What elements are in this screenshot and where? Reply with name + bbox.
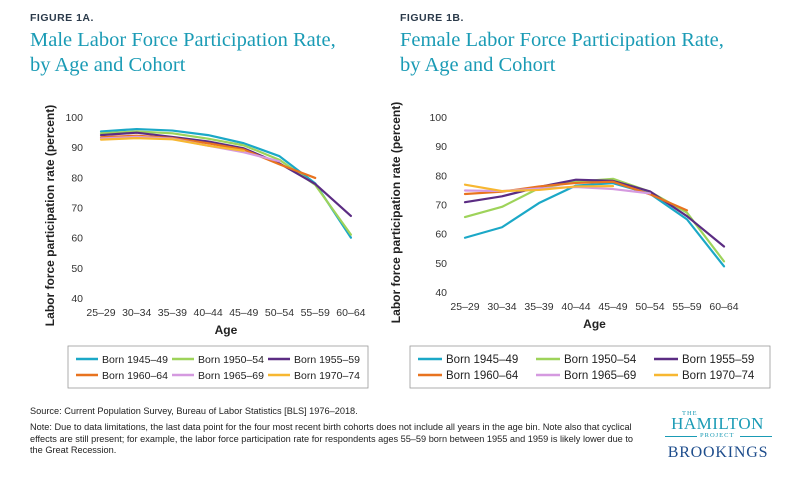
hamilton-logo-rule-right: [740, 436, 772, 437]
source-note: Source: Current Population Survey, Burea…: [30, 406, 358, 416]
y-tick-label: 70: [435, 200, 447, 212]
legend-label: Born 1965–69: [198, 370, 264, 382]
x-tick-label: 35–39: [524, 301, 553, 313]
x-tick-label: 40–44: [193, 307, 222, 319]
y-tick-label: 90: [71, 142, 83, 154]
figure-b-title-line1: Female Labor Force Participation Rate,: [400, 29, 724, 51]
y-axis-title: Labor force participation rate (percent): [389, 102, 403, 323]
series-line-born-1945-49: [99, 127, 352, 239]
x-tick-label: 60–64: [709, 301, 738, 313]
hamilton-logo-wordmark: HAMILTON: [671, 414, 764, 433]
y-tick-label: 100: [429, 112, 447, 124]
y-tick-label: 40: [435, 287, 447, 299]
legend-label: Born 1960–64: [102, 370, 168, 382]
figure-a-title: Male Labor Force Participation Rate, by …: [30, 28, 410, 78]
y-tick-label: 80: [435, 170, 447, 182]
figure-a-title-line2: by Age and Cohort: [30, 54, 186, 76]
legend-box: [409, 345, 771, 389]
hamilton-logo-rule-left: [665, 436, 697, 437]
x-axis-title: Age: [583, 317, 606, 331]
y-tick-label: 50: [71, 263, 83, 275]
series-line-born-1955-59: [463, 178, 726, 248]
legend-label: Born 1970–74: [294, 370, 360, 382]
series-line-born-1960-64: [99, 134, 317, 180]
figure-b-label: FIGURE 1B.: [400, 12, 464, 24]
legend-label: Born 1960–64: [446, 370, 519, 382]
figure-b-title: Female Labor Force Participation Rate, b…: [400, 28, 780, 78]
y-tick-label: 60: [71, 233, 83, 245]
figure-a-title-line1: Male Labor Force Participation Rate,: [30, 29, 336, 51]
female-lfp-chart: 40 50 60 70 80 90 100 25–29 30–34 35–39 40–44 45–49…: [389, 102, 771, 389]
legend-label: Born 1970–74: [682, 370, 755, 382]
x-tick-label: 25–29: [86, 307, 115, 319]
series-line-born-1945-49: [463, 182, 726, 268]
x-tick-label: 40–44: [561, 301, 590, 313]
x-tick-label: 30–34: [487, 301, 516, 313]
data-note: Note: Due to data limitations, the last …: [30, 422, 633, 455]
hamilton-logo-the: THE: [682, 410, 698, 417]
x-tick-label: 55–59: [301, 307, 330, 319]
legend-label: Born 1955–59: [682, 354, 754, 366]
legend-label: Born 1945–49: [446, 354, 518, 366]
figure-a-label: FIGURE 1A.: [30, 12, 94, 24]
y-tick-label: 90: [435, 141, 447, 153]
legend-box: [67, 345, 369, 389]
x-tick-label: 50–54: [635, 301, 664, 313]
x-tick-label: 35–39: [158, 307, 187, 319]
legend-label: Born 1965–69: [564, 370, 636, 382]
hamilton-logo-project: PROJECT: [700, 432, 735, 439]
figure-b-title-line2: by Age and Cohort: [400, 54, 556, 76]
x-tick-label: 55–59: [672, 301, 701, 313]
series-line-born-1970-74: [99, 137, 245, 152]
series-line-born-1955-59: [99, 131, 352, 218]
y-tick-label: 40: [71, 293, 83, 305]
male-lfp-chart: 40 50 60 70 80 90 100 25–29 30–34 35–39 40–44 45–49…: [43, 105, 369, 389]
x-tick-label: 45–49: [598, 301, 627, 313]
x-axis-title: Age: [215, 323, 238, 337]
legend-label: Born 1950–54: [564, 354, 637, 366]
series-line-born-1970-74: [463, 183, 615, 193]
legend-label: Born 1955–59: [294, 354, 360, 366]
x-tick-label: 25–29: [450, 301, 479, 313]
x-tick-label: 45–49: [229, 307, 258, 319]
y-tick-label: 60: [435, 229, 447, 241]
y-tick-label: 50: [435, 258, 447, 270]
y-tick-label: 70: [71, 203, 83, 215]
y-tick-label: 80: [71, 172, 83, 184]
brookings-logo: BROOKINGS: [667, 444, 769, 461]
x-tick-label: 50–54: [265, 307, 294, 319]
x-tick-label: 30–34: [122, 307, 151, 319]
legend-label: Born 1950–54: [198, 354, 264, 366]
y-tick-label: 100: [65, 112, 83, 124]
y-axis-title: Labor force participation rate (percent): [43, 105, 57, 326]
legend-label: Born 1945–49: [102, 354, 168, 366]
x-tick-label: 60–64: [336, 307, 365, 319]
